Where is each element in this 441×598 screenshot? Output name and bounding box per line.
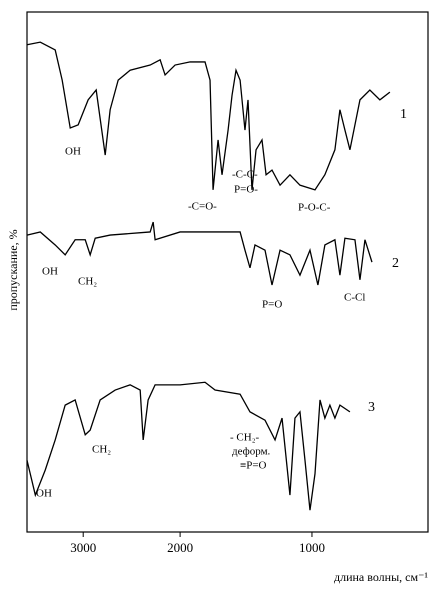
plot-frame [26,11,429,533]
annotation: C-Cl [344,292,365,304]
annotation: P-O-C- [298,202,331,214]
annotation: P=O- [234,184,258,196]
annotation: OH [65,146,81,158]
spectrum-line [26,381,351,511]
spectrum-line [26,221,373,286]
x-tick-label: 2000 [167,540,193,555]
annotation: -C-C- [232,169,258,181]
x-axis-label: длина волны, см⁻¹ [334,570,428,584]
annotation: деформ. [232,446,271,458]
annotation: CH₂ [92,444,111,456]
series-label: 1 [400,107,407,122]
annotation: -C=O- [188,201,217,213]
series-label: 3 [368,400,375,415]
annotation: P=O [262,299,282,311]
annotation: ≡P=O [240,460,267,472]
y-axis-label: пропускание, % [6,229,20,310]
annotation: OH [42,266,58,278]
annotation: - CH₂- [230,432,260,444]
series-label: 2 [392,256,399,271]
annotation: CH₂ [78,276,97,288]
spectrum-line [26,41,391,191]
x-tick-label: 3000 [70,540,96,555]
x-tick-label: 1000 [299,540,325,555]
annotation: OH [36,488,52,500]
